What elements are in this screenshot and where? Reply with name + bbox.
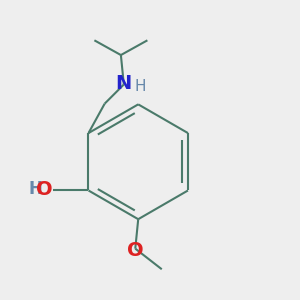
- Text: O: O: [127, 241, 144, 260]
- Text: H: H: [134, 79, 146, 94]
- Text: N: N: [116, 74, 132, 92]
- Text: O: O: [36, 179, 52, 199]
- Text: H: H: [29, 180, 43, 198]
